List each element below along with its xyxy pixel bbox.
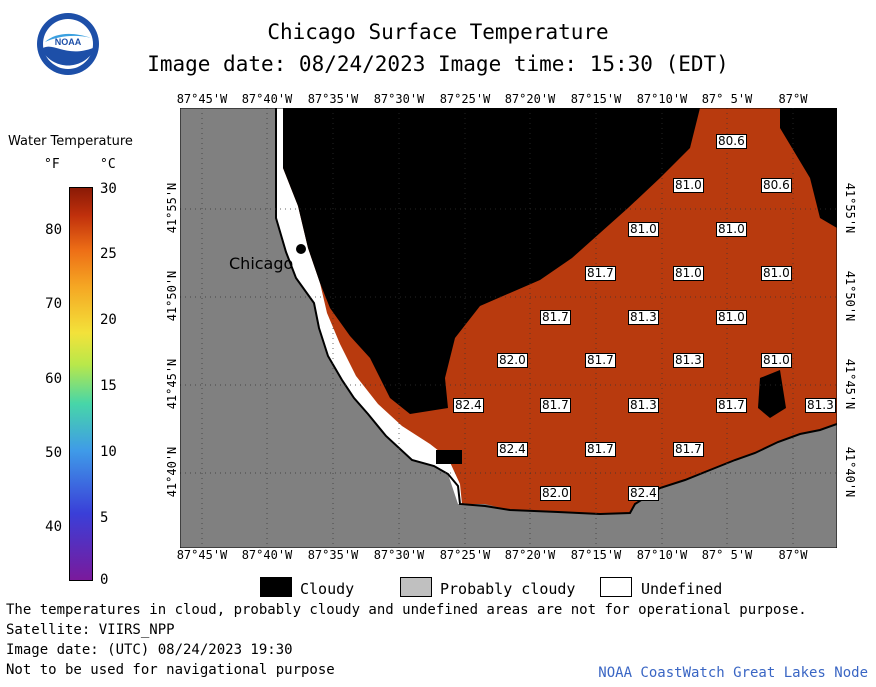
celsius-tick: 20	[100, 312, 117, 328]
longitude-label-bottom: 87°35'W	[307, 548, 359, 562]
cloud-patch-south	[436, 450, 462, 464]
latitude-label-right: 41°40'N	[843, 446, 857, 498]
longitude-label-top: 87°35'W	[307, 92, 359, 106]
latitude-label-left: 41°50'N	[165, 270, 179, 322]
longitude-label-top: 87°25'W	[439, 92, 491, 106]
latitude-label-left: 41°45'N	[165, 358, 179, 410]
longitude-label-bottom: 87°45'W	[176, 548, 228, 562]
shoreline	[275, 108, 837, 516]
temperature-reading: 81.3	[673, 353, 704, 368]
temperature-reading: 81.7	[585, 442, 616, 457]
unit-fahrenheit: °F	[44, 157, 60, 172]
longitude-label-bottom: 87°20'W	[504, 548, 556, 562]
longitude-label-top: 87°45'W	[176, 92, 228, 106]
celsius-tick: 25	[100, 246, 117, 262]
longitude-label-top: 87° 5'W	[701, 92, 753, 106]
temperature-reading: 81.7	[585, 353, 616, 368]
latitude-label-left: 41°40'N	[165, 446, 179, 498]
fahrenheit-tick: 40	[45, 519, 62, 535]
note-navigation: Not to be used for navigational purpose	[6, 662, 335, 678]
temperature-reading: 81.0	[673, 178, 704, 193]
city-label-chicago: Chicago	[229, 254, 294, 273]
temperature-reading: 81.7	[673, 442, 704, 457]
temperature-reading: 81.3	[628, 310, 659, 325]
temperature-reading: 81.7	[585, 266, 616, 281]
longitude-label-top: 87°15'W	[570, 92, 622, 106]
longitude-label-bottom: 87°W	[778, 548, 808, 562]
longitude-label-bottom: 87°25'W	[439, 548, 491, 562]
temperature-reading: 81.0	[761, 353, 792, 368]
chicago-marker	[296, 244, 306, 254]
temperature-reading: 80.6	[716, 134, 747, 149]
map-title: Chicago Surface Temperature	[267, 20, 609, 44]
temperature-reading: 82.4	[628, 486, 659, 501]
longitude-label-top: 87°W	[778, 92, 808, 106]
probably-cloudy-label: Probably cloudy	[440, 580, 576, 598]
temperature-reading: 81.0	[628, 222, 659, 237]
temperature-reading: 81.0	[761, 266, 792, 281]
celsius-tick: 30	[100, 181, 117, 197]
temperature-reading: 81.0	[673, 266, 704, 281]
longitude-label-bottom: 87°30'W	[373, 548, 425, 562]
temperature-reading: 81.7	[540, 398, 571, 413]
note-utc-date: Image date: (UTC) 08/24/2023 19:30	[6, 642, 293, 658]
undefined-coast-strip	[276, 108, 462, 504]
longitude-label-top: 87°40'W	[241, 92, 293, 106]
temperature-reading: 81.3	[628, 398, 659, 413]
latitude-label-right: 41°50'N	[843, 270, 857, 322]
note-disclaimer: The temperatures in cloud, probably clou…	[6, 602, 807, 618]
fahrenheit-tick: 70	[45, 296, 62, 312]
cloud-region-northeast	[780, 108, 837, 228]
longitude-label-top: 87°20'W	[504, 92, 556, 106]
graticule	[180, 108, 837, 548]
temperature-reading: 82.0	[497, 353, 528, 368]
latitude-label-right: 41°55'N	[843, 182, 857, 234]
longitude-label-bottom: 87°10'W	[636, 548, 688, 562]
temperature-reading: 81.0	[716, 310, 747, 325]
noaa-logo: NOAA	[37, 13, 99, 75]
fahrenheit-tick: 50	[45, 445, 62, 461]
temperature-reading: 82.4	[453, 398, 484, 413]
temperature-reading: 80.6	[761, 178, 792, 193]
cloudy-label: Cloudy	[300, 580, 355, 598]
temperature-reading: 82.0	[540, 486, 571, 501]
legend-title: Water Temperature	[8, 134, 133, 149]
undefined-swatch	[600, 577, 632, 597]
image-date-line: Image date: 08/24/2023 Image time: 15:30…	[147, 52, 729, 76]
longitude-label-bottom: 87°40'W	[241, 548, 293, 562]
fahrenheit-tick: 80	[45, 222, 62, 238]
cloudy-swatch	[260, 577, 292, 597]
temperature-reading: 82.4	[497, 442, 528, 457]
svg-text:NOAA: NOAA	[55, 37, 82, 47]
longitude-label-top: 87°10'W	[636, 92, 688, 106]
cloud-region-west	[283, 108, 700, 414]
fahrenheit-tick: 60	[45, 371, 62, 387]
longitude-label-bottom: 87° 5'W	[701, 548, 753, 562]
temperature-reading: 81.7	[716, 398, 747, 413]
probably-cloudy-swatch	[400, 577, 432, 597]
temperature-reading: 81.0	[716, 222, 747, 237]
temperature-color-scale	[69, 187, 93, 581]
celsius-tick: 15	[100, 378, 117, 394]
unit-celsius: °C	[100, 157, 116, 172]
temperature-reading: 81.7	[540, 310, 571, 325]
cloud-patch-southeast	[758, 370, 786, 418]
undefined-label: Undefined	[641, 580, 723, 598]
longitude-label-top: 87°30'W	[373, 92, 425, 106]
latitude-label-left: 41°55'N	[165, 182, 179, 234]
temperature-map	[180, 108, 837, 548]
temperature-reading: 81.3	[805, 398, 836, 413]
credit-line: NOAA CoastWatch Great Lakes Node	[598, 665, 868, 681]
celsius-tick: 5	[100, 510, 109, 526]
celsius-tick: 10	[100, 444, 117, 460]
latitude-label-right: 41°45'N	[843, 358, 857, 410]
note-satellite: Satellite: VIIRS_NPP	[6, 622, 175, 638]
longitude-label-bottom: 87°15'W	[570, 548, 622, 562]
celsius-tick: 0	[100, 572, 109, 588]
